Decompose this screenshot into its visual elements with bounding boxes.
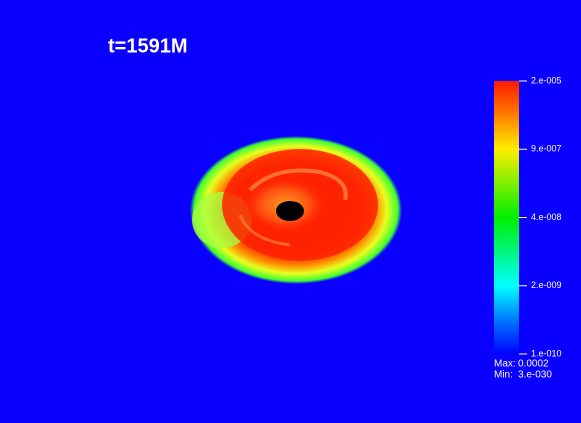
tick-label: 9.e-007: [531, 144, 562, 154]
tick-label: 1.e-010: [531, 348, 562, 358]
black-hole: [276, 201, 304, 221]
max-value: 0.0002: [518, 359, 549, 370]
accretion-disk: [190, 136, 402, 284]
max-label: Max:: [494, 359, 516, 370]
min-value: 3.e-030: [518, 370, 552, 381]
colorbar: [494, 81, 519, 354]
tick-label: 2.e-009: [531, 280, 562, 290]
tick-label: 4.e-008: [531, 212, 562, 222]
time-label: t=1591M: [108, 35, 188, 57]
tick-label: 2.e-005: [531, 75, 562, 85]
colorbar-ticks: 2.e-005 9.e-007 4.e-008 2.e-009 1.e-010: [519, 75, 562, 358]
min-label: Min:: [494, 370, 513, 381]
